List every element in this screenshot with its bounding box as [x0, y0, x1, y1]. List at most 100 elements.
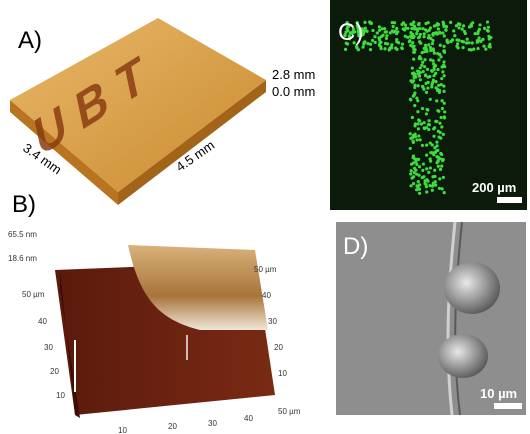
- cell-dot: [429, 37, 432, 40]
- cell-dot: [436, 32, 439, 35]
- cell-dot: [410, 23, 413, 26]
- cell-dot: [440, 125, 443, 128]
- cell-dot: [439, 137, 442, 140]
- cell-dot: [437, 156, 440, 159]
- cell-dot: [417, 134, 420, 137]
- cell-dot: [422, 35, 425, 38]
- cell-dot: [440, 77, 443, 80]
- cell-dot: [420, 64, 423, 67]
- cell-dot: [368, 20, 371, 23]
- cell-dot: [446, 40, 449, 43]
- cell-dot: [440, 99, 443, 102]
- cell-dot: [410, 27, 413, 30]
- cell-dot: [411, 67, 414, 70]
- cell-dot: [461, 46, 464, 49]
- panel-label: B): [12, 191, 36, 218]
- panel-label: A): [18, 27, 42, 54]
- height-label: 2.8 mm: [272, 67, 315, 82]
- cell-dot: [437, 165, 440, 168]
- figure: UBT A) 2.8 mm 0.0 mm 3.4 mm 4.5 mm B) 65…: [0, 0, 530, 434]
- cell-dot: [412, 45, 415, 48]
- cell-dot: [412, 71, 415, 74]
- cell-dot: [453, 34, 456, 37]
- cell-dot: [427, 171, 430, 174]
- cell-dot: [385, 34, 388, 37]
- cell-dot: [408, 40, 411, 43]
- cell-dot: [417, 70, 420, 73]
- cell-dot: [428, 29, 431, 32]
- cell-dot: [409, 184, 412, 187]
- cell-dot: [419, 78, 422, 81]
- cell-dot: [422, 162, 425, 165]
- cell-dot: [409, 132, 412, 135]
- tick-label: 10: [56, 391, 65, 400]
- cell-dot: [414, 169, 417, 172]
- cell-dot: [438, 53, 441, 56]
- cell-dot: [412, 140, 415, 143]
- cell-dot: [449, 21, 452, 24]
- cell-dot: [433, 51, 436, 54]
- cell-dot: [421, 86, 424, 89]
- cell-dot: [417, 84, 420, 87]
- cell-dot: [344, 48, 347, 51]
- cell-dot: [427, 128, 430, 131]
- cell-dot: [455, 45, 458, 48]
- cell-dot: [442, 176, 445, 179]
- tick-label: 30: [268, 317, 277, 326]
- cell-dot: [415, 32, 418, 35]
- cell-dot: [443, 102, 446, 105]
- cell-dot: [409, 172, 412, 175]
- cell-dot: [417, 180, 420, 183]
- cell-dot: [429, 160, 432, 163]
- cell-dot: [443, 116, 446, 119]
- cell-dot: [418, 75, 421, 78]
- cell-dot: [437, 27, 440, 30]
- cell-dot: [410, 169, 413, 172]
- cell-dot: [416, 29, 419, 32]
- cell-dot: [412, 175, 415, 178]
- cell-dot: [430, 69, 433, 72]
- particle: [438, 334, 488, 378]
- cell-dot: [484, 48, 487, 51]
- cell-dot: [423, 65, 426, 68]
- cell-dot: [433, 169, 436, 172]
- cell-dot: [425, 190, 428, 193]
- cell-dot: [442, 90, 445, 93]
- cell-dot: [383, 47, 386, 50]
- scale-bar-label: 10 µm: [480, 386, 517, 401]
- cell-dot: [413, 27, 416, 30]
- cell-dot: [429, 98, 432, 101]
- cell-dot: [377, 36, 380, 39]
- cell-dot: [417, 118, 420, 121]
- cell-dot: [435, 161, 438, 164]
- cell-dot: [425, 112, 428, 115]
- cell-dot: [413, 76, 416, 79]
- cell-dot: [412, 156, 415, 159]
- cell-dot: [474, 32, 477, 35]
- cell-dot: [423, 32, 426, 35]
- cell-dot: [438, 122, 441, 125]
- cell-dot: [428, 184, 431, 187]
- cell-dot: [427, 123, 430, 126]
- cell-dot: [412, 21, 415, 24]
- cell-dot: [427, 119, 430, 122]
- tick-label: 50 µm: [278, 407, 301, 416]
- cell-dot: [476, 39, 479, 42]
- cell-dot: [364, 27, 367, 30]
- cell-dot: [476, 47, 479, 50]
- cell-dot: [416, 110, 419, 113]
- cell-dot: [458, 23, 461, 26]
- tick-label: 50 µm: [22, 290, 45, 299]
- cell-dot: [488, 37, 491, 40]
- cell-dot: [427, 76, 430, 79]
- cell-dot: [434, 120, 437, 123]
- cell-dot: [478, 23, 481, 26]
- cell-dot: [411, 81, 414, 84]
- cell-dot: [409, 31, 412, 34]
- cell-dot: [434, 180, 437, 183]
- cell-dot: [385, 37, 388, 40]
- cell-dot: [415, 172, 418, 175]
- cell-dot: [415, 96, 418, 99]
- cell-dot: [457, 26, 460, 29]
- cell-dot: [361, 46, 364, 49]
